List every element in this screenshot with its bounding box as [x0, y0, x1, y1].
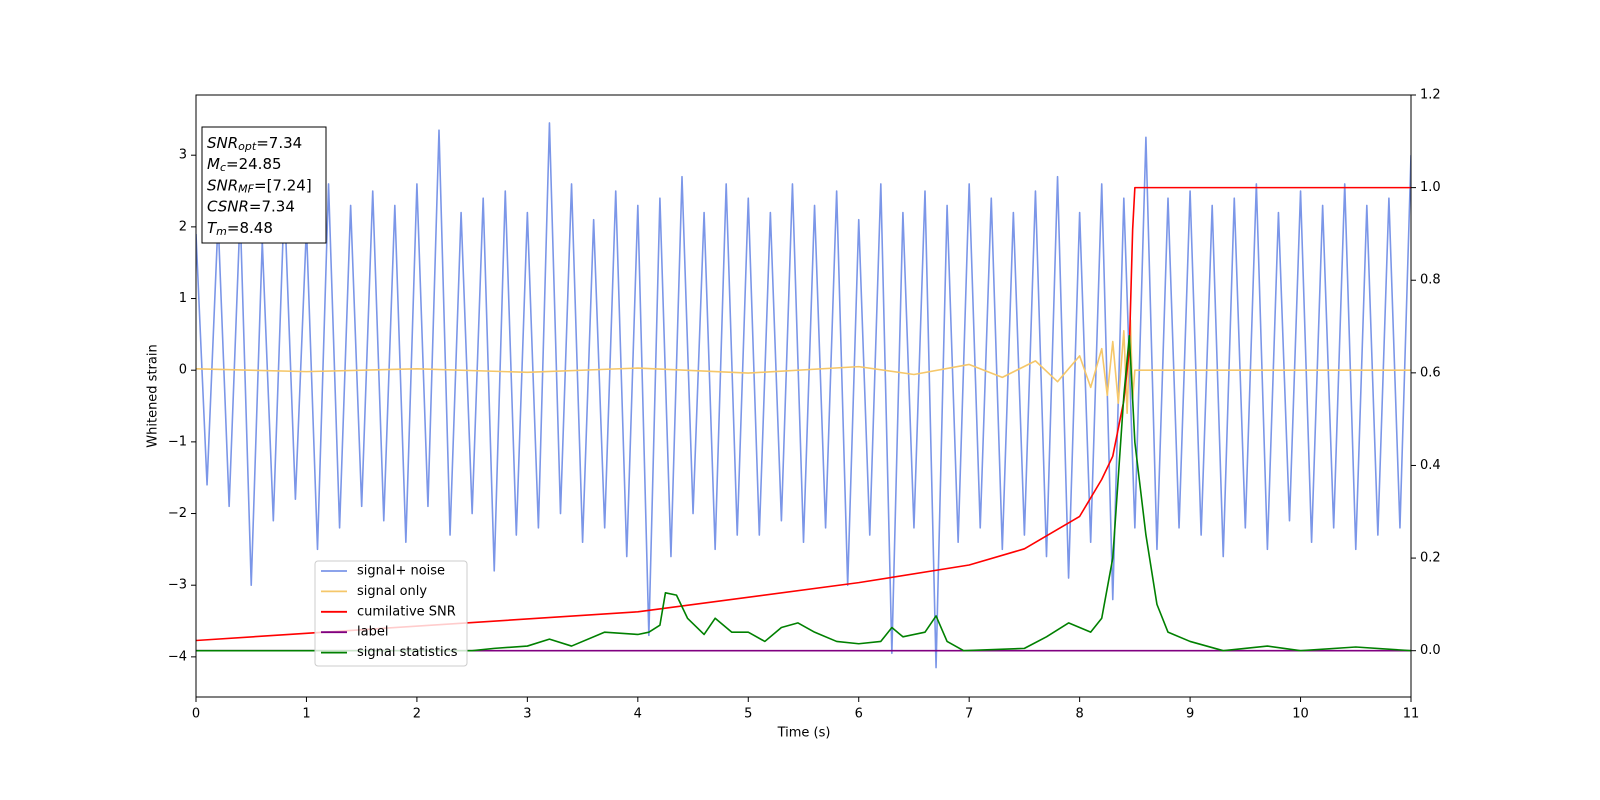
x-tick-label: 0	[192, 707, 200, 722]
series-line	[196, 186, 1411, 642]
annotation-name: M	[207, 155, 220, 173]
x-tick-label: 8	[1075, 707, 1083, 722]
annotation-name: SNR	[207, 134, 238, 152]
x-tick-label: 4	[634, 707, 642, 722]
x-tick-label: 10	[1292, 707, 1309, 722]
legend-label: signal statistics	[357, 645, 458, 660]
y2-tick-label: 0.8	[1420, 273, 1441, 288]
x-tick-label: 2	[413, 707, 421, 722]
annotation-text: =[7.24]	[254, 176, 312, 194]
y2-tick-label: 0.2	[1420, 551, 1441, 566]
annotation-sub: m	[216, 225, 227, 238]
y-tick-label: −1	[168, 434, 187, 449]
x-tick-label: 1	[302, 707, 310, 722]
legend-label: signal+ noise	[357, 564, 445, 579]
plot-frame	[195, 94, 1412, 698]
annotation: Tm=8.48	[207, 218, 273, 238]
y-tick-label: 3	[179, 148, 187, 163]
legend: signal+ noise signal only cumilative SNR la…	[314, 560, 468, 667]
x-tick-label: 5	[744, 707, 752, 722]
annotation-text: =7.34	[256, 134, 302, 152]
x-tick-label: 3	[523, 707, 531, 722]
series-line	[196, 335, 1411, 652]
y2-tick-label: 1.0	[1420, 180, 1441, 195]
y-tick-label: −3	[168, 578, 187, 593]
annotation-name: SNR	[207, 176, 238, 194]
legend-label: cumilative SNR	[357, 604, 456, 619]
annotation-sub: opt	[238, 140, 257, 153]
x-tick-label: 6	[855, 707, 863, 722]
series-line	[196, 319, 1411, 414]
annotation: Mc=24.85	[207, 155, 282, 175]
annotation-sub: MF	[238, 182, 254, 195]
y-tick-label: 2	[179, 219, 187, 234]
y2-tick-label: 0.0	[1420, 643, 1441, 658]
y-tick-label: −2	[168, 506, 187, 521]
x-axis-label: Time (s)	[777, 726, 831, 741]
legend-label: label	[357, 625, 388, 640]
annotation-box: SNRopt=7.34Mc=24.85SNRMF=[7.24]CSNR=7.34…	[201, 126, 327, 244]
annotation: SNRMF=[7.24]	[207, 176, 312, 196]
y2-tick-label: 0.4	[1420, 458, 1441, 473]
x-tick-label: 9	[1186, 707, 1194, 722]
annotation-text: =24.85	[226, 155, 282, 173]
series-line	[196, 122, 1411, 669]
y-tick-label: −4	[168, 649, 187, 664]
annotation-name: T	[207, 218, 218, 236]
annotation: SNRopt=7.34	[207, 134, 302, 154]
y2-tick-label: 1.2	[1420, 88, 1441, 103]
y-tick-label: 1	[179, 291, 187, 306]
legend-frame	[314, 560, 468, 667]
annotation-sub: c	[220, 161, 226, 174]
y2-tick-label: 0.6	[1420, 365, 1441, 380]
annotation-frame	[201, 126, 327, 244]
y-tick-label: 0	[179, 363, 187, 378]
annotation-name: CSNR	[207, 197, 249, 215]
annotation-text: =8.48	[227, 218, 273, 236]
x-tick-label: 11	[1403, 707, 1420, 722]
legend-label: signal only	[357, 584, 427, 599]
x-tick-label: 7	[965, 707, 973, 722]
annotation: CSNR=7.34	[207, 197, 295, 215]
annotation-text: =7.34	[249, 197, 295, 215]
y-axis-label: Whitened strain	[146, 344, 161, 447]
